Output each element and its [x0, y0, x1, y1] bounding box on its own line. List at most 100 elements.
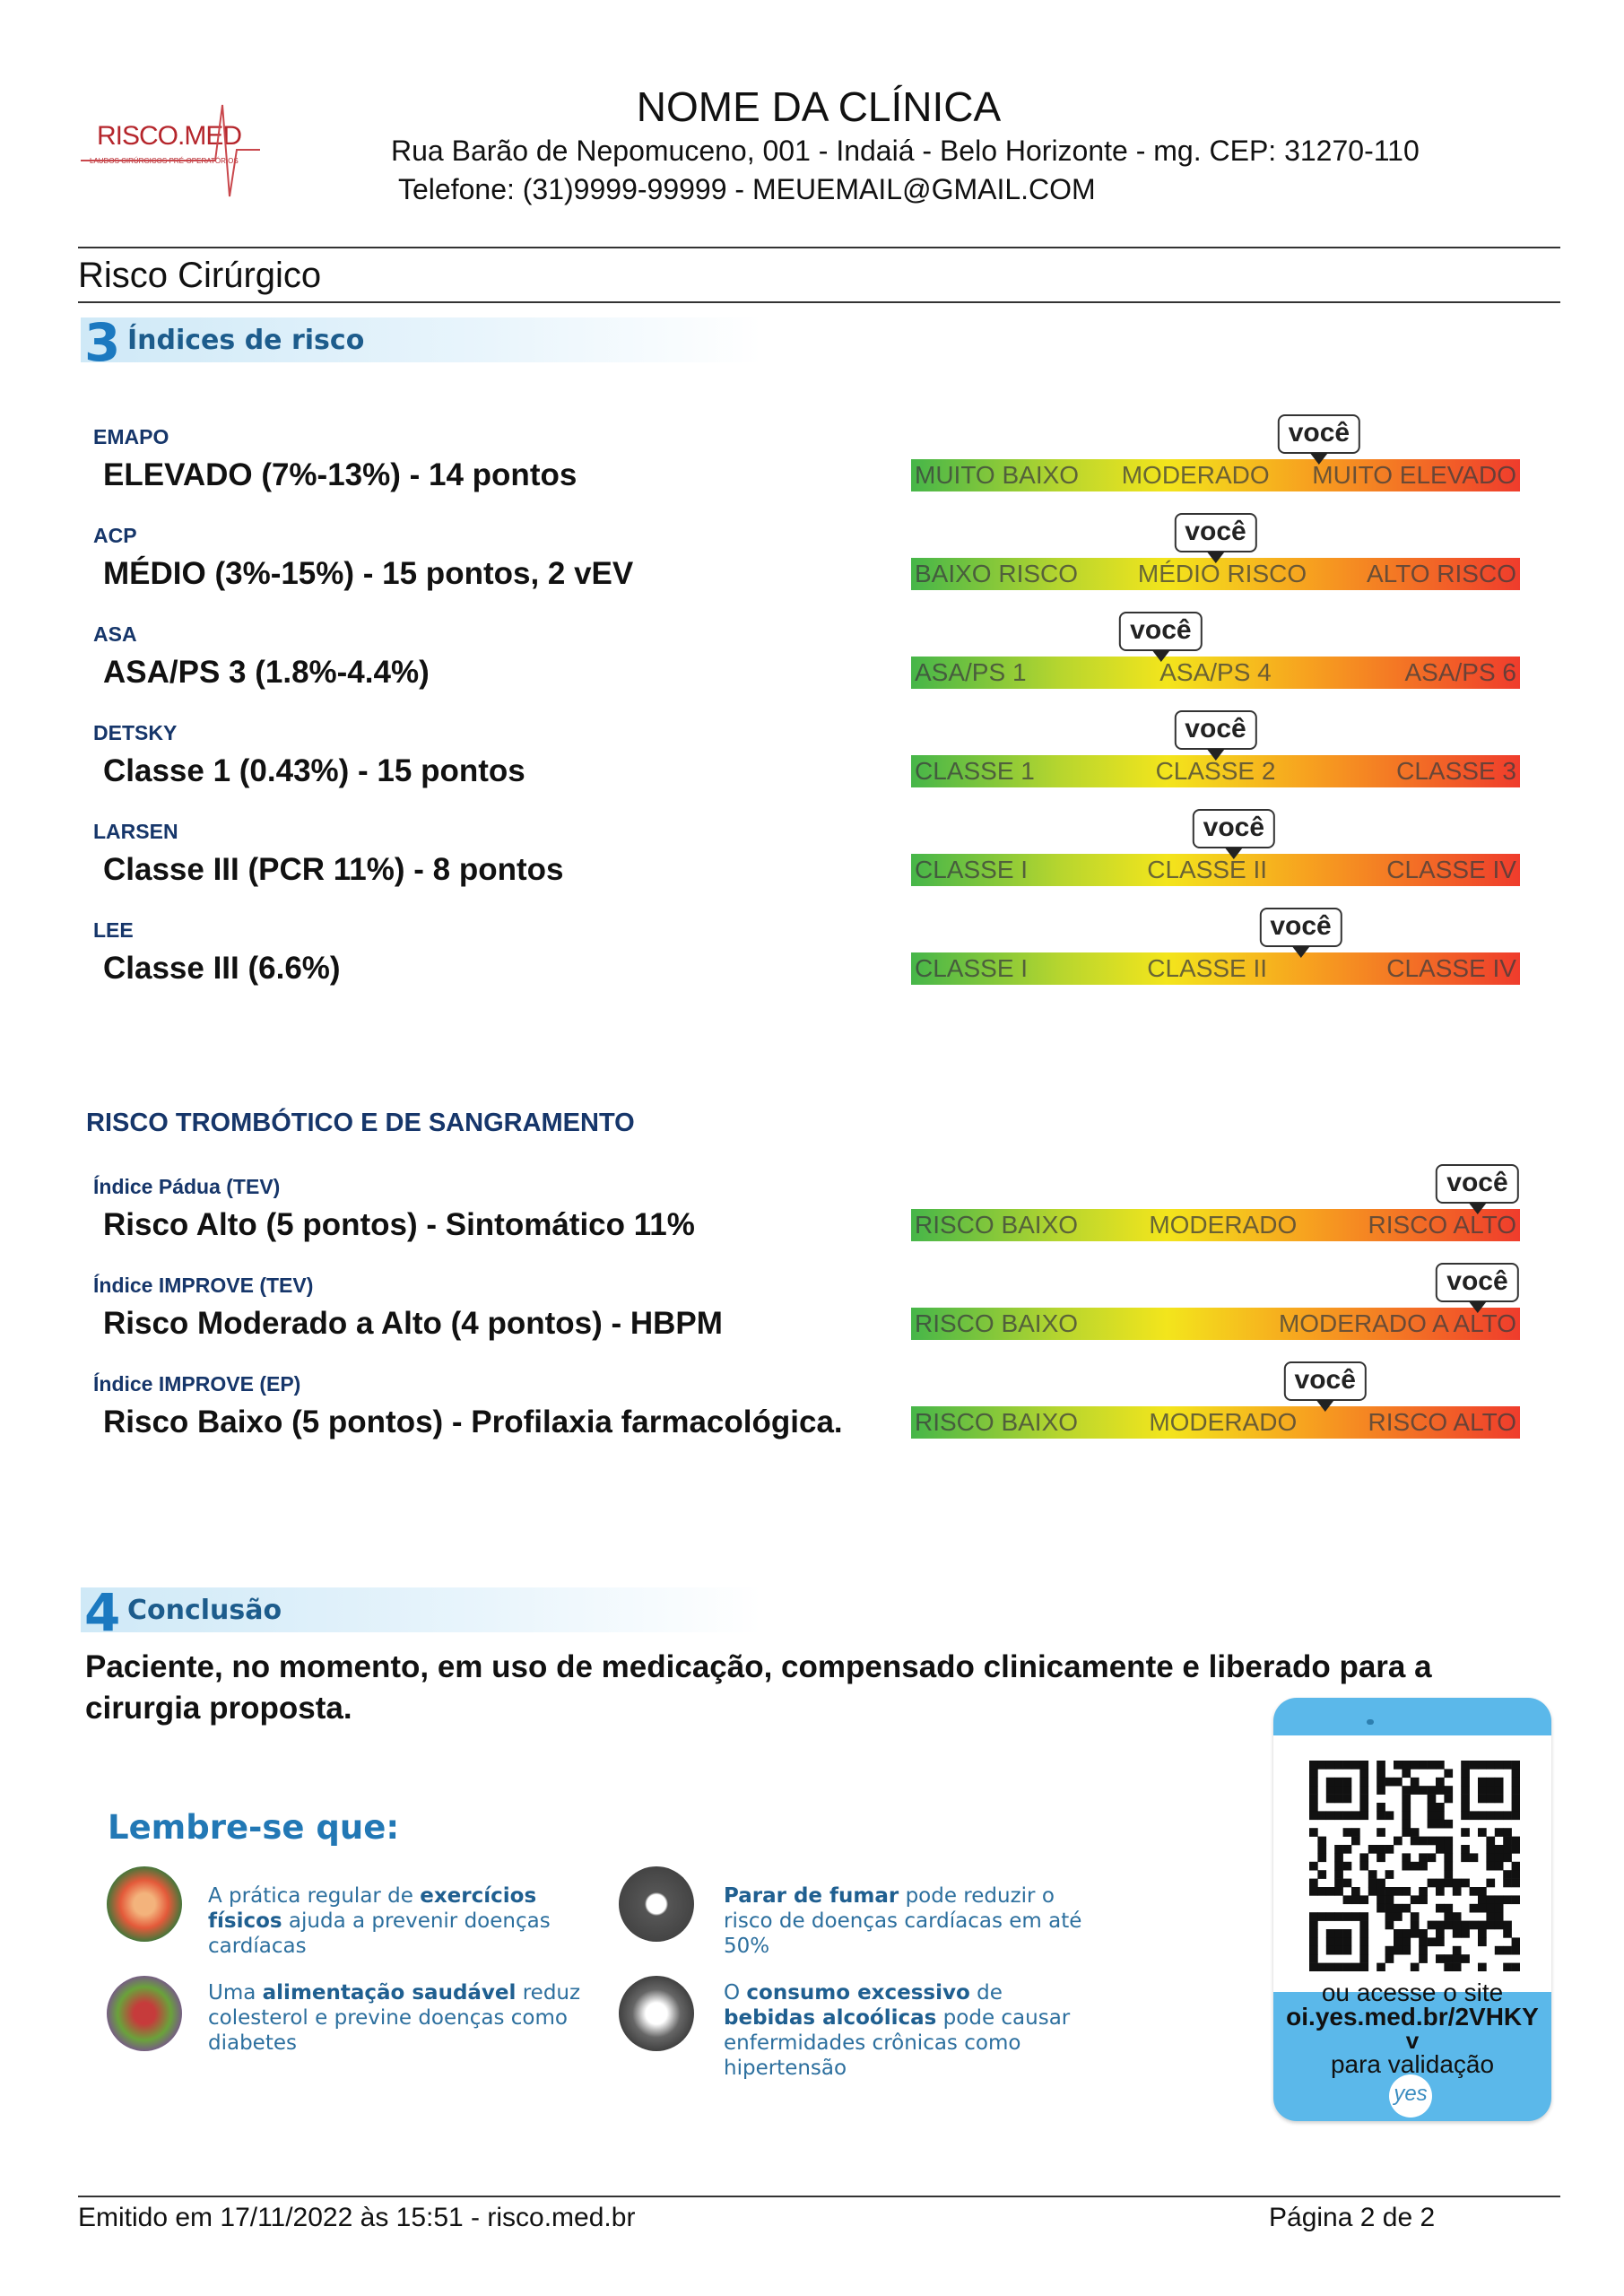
- qr-module: [1469, 1811, 1479, 1821]
- reminder: A prática regular de exercícios físicos …: [208, 1883, 594, 1959]
- qr-module: [1461, 1786, 1470, 1795]
- qr-module: [1402, 1786, 1411, 1795]
- qr-module: [1376, 1853, 1385, 1863]
- qr-module: [1334, 1811, 1343, 1821]
- qr-module: [1342, 1937, 1352, 1947]
- scale-label: CLASSE 3: [1396, 757, 1516, 785]
- qr-module: [1478, 1786, 1487, 1795]
- qr-module: [1452, 1878, 1462, 1888]
- qr-module: [1394, 1777, 1403, 1787]
- qr-module: [1511, 1761, 1520, 1770]
- qr-module: [1503, 1828, 1512, 1837]
- qr-module: [1309, 1954, 1318, 1963]
- qr-module: [1494, 1903, 1504, 1913]
- reminders-title: Lembre-se que:: [108, 1808, 400, 1847]
- qr-module: [1376, 1777, 1385, 1787]
- qr-module: [1478, 1761, 1487, 1770]
- qr-module: [1444, 1920, 1454, 1930]
- index-name: Índice Pádua (TEV): [93, 1175, 281, 1198]
- footer-page: Página 2 de 2: [1269, 2203, 1436, 2232]
- qr-module: [1486, 1903, 1496, 1913]
- qr-module: [1376, 1811, 1385, 1821]
- qr-module: [1436, 1761, 1445, 1770]
- divider: [78, 301, 1560, 303]
- qr-module: [1419, 1895, 1428, 1905]
- qr-module: [1402, 1929, 1411, 1938]
- qr-module: [1427, 1761, 1437, 1770]
- qr-module: [1511, 1937, 1520, 1947]
- qr-module: [1436, 1845, 1445, 1854]
- qr-module: [1427, 1794, 1437, 1804]
- index-name: Índice IMPROVE (EP): [93, 1372, 301, 1396]
- qr-module: [1444, 1962, 1454, 1971]
- qr-module: [1486, 1861, 1496, 1871]
- reminder-text: Uma: [208, 1981, 263, 2005]
- qr-module: [1385, 1811, 1394, 1821]
- qr-module: [1359, 1853, 1369, 1863]
- qr-module: [1376, 1903, 1385, 1913]
- qr-module: [1351, 1761, 1360, 1770]
- qr-module: [1342, 1895, 1352, 1905]
- qr-module: [1402, 1794, 1411, 1804]
- qr-module: [1427, 1836, 1437, 1846]
- qr-module: [1385, 1920, 1394, 1930]
- scale-label: MODERADO A ALTO: [1278, 1309, 1516, 1337]
- risk-scale: RISCO BAIXO MODERADO A ALTO: [911, 1308, 1520, 1340]
- reminder-text: pode causar enfermidades crônicas como h…: [724, 2006, 1071, 2080]
- qr-module: [1419, 1836, 1428, 1846]
- qr-module: [1368, 1845, 1377, 1854]
- qr-module: [1394, 1945, 1403, 1955]
- scale-label: ASA/PS 1: [915, 658, 1027, 686]
- qr-module: [1359, 1912, 1369, 1921]
- qr-module: [1494, 1794, 1504, 1804]
- qr-module: [1359, 1777, 1369, 1787]
- index-result: ASA/PS 3 (1.8%-4.4%): [103, 655, 430, 690]
- qr-module: [1444, 1878, 1454, 1888]
- qr-module: [1317, 1912, 1327, 1921]
- qr-module: [1376, 1786, 1385, 1795]
- qr-module: [1511, 1836, 1520, 1846]
- qr-module: [1342, 1912, 1352, 1921]
- qr-module: [1309, 1786, 1318, 1795]
- qr-module: [1503, 1845, 1512, 1854]
- qr-module: [1359, 1937, 1369, 1947]
- qr-module: [1494, 1786, 1504, 1795]
- qr-module: [1368, 1878, 1377, 1888]
- qr-module: [1486, 1895, 1496, 1905]
- qr-module: [1410, 1861, 1420, 1871]
- qr-module: [1309, 1803, 1318, 1812]
- index-result: Risco Baixo (5 pontos) - Profilaxia farm…: [103, 1405, 843, 1439]
- scale-label: CLASSE IV: [1386, 954, 1516, 982]
- qr-module: [1394, 1836, 1403, 1846]
- qr-module: [1309, 1937, 1318, 1947]
- reminder-text: O: [724, 1981, 747, 2005]
- qr-module: [1486, 1920, 1496, 1930]
- qr-module: [1359, 1962, 1369, 1971]
- clinic-name: NOME DA CLÍNICA: [636, 83, 1002, 130]
- qr-module: [1427, 1803, 1437, 1812]
- qr-module: [1486, 1811, 1496, 1821]
- qr-module: [1376, 1769, 1385, 1779]
- qr-module: [1478, 1887, 1487, 1896]
- qr-module: [1503, 1920, 1512, 1930]
- risk-marker: você: [1436, 1164, 1519, 1214]
- qr-module: [1325, 1962, 1335, 1971]
- qr-module: [1436, 1920, 1445, 1930]
- qr-module: [1359, 1794, 1369, 1804]
- reminder-text: alimentação saudável: [262, 1981, 517, 2005]
- qr-module: [1394, 1903, 1403, 1913]
- reminder-text: ajuda a prevenir doenças cardíacas: [208, 1909, 551, 1958]
- qr-code: [1309, 1761, 1520, 1971]
- risk-scale: ASA/PS 1 ASA/PS 4 ASA/PS 6: [911, 657, 1520, 689]
- scale-label: ASA/PS 6: [1404, 658, 1516, 686]
- qr-module: [1402, 1769, 1411, 1779]
- qr-module: [1410, 1828, 1420, 1837]
- qr-module: [1334, 1912, 1343, 1921]
- qr-module: [1478, 1794, 1487, 1804]
- qr-module: [1478, 1937, 1487, 1947]
- qr-module: [1385, 1954, 1394, 1963]
- qr-module: [1427, 1819, 1437, 1829]
- qr-module: [1444, 1853, 1454, 1863]
- logo-pulse: [81, 104, 260, 197]
- qr-module: [1511, 1861, 1520, 1871]
